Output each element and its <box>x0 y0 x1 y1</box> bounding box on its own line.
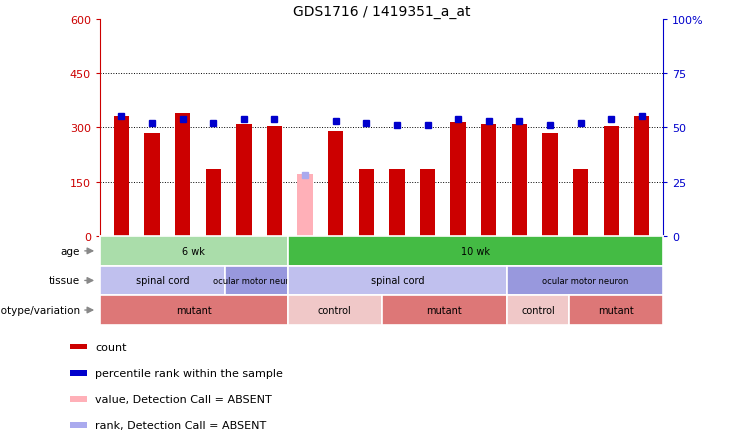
Text: age: age <box>61 247 80 256</box>
Text: mutant: mutant <box>176 306 212 315</box>
Text: mutant: mutant <box>426 306 462 315</box>
Bar <box>389 170 405 237</box>
FancyBboxPatch shape <box>70 396 87 402</box>
Bar <box>328 132 343 237</box>
Bar <box>420 170 435 237</box>
Text: 6 wk: 6 wk <box>182 247 205 256</box>
Bar <box>297 175 313 237</box>
Text: spinal cord: spinal cord <box>370 276 424 286</box>
Bar <box>451 122 466 237</box>
Text: control: control <box>318 306 351 315</box>
Bar <box>144 134 160 237</box>
Text: tissue: tissue <box>49 276 80 286</box>
Bar <box>267 126 282 237</box>
Bar <box>359 170 374 237</box>
Bar <box>603 126 619 237</box>
Text: count: count <box>96 342 127 352</box>
Bar <box>175 114 190 237</box>
Bar <box>634 117 649 237</box>
Text: percentile rank within the sample: percentile rank within the sample <box>96 368 283 378</box>
Bar <box>573 170 588 237</box>
Bar <box>542 134 558 237</box>
Text: ocular motor neuron: ocular motor neuron <box>542 276 628 285</box>
Text: control: control <box>521 306 555 315</box>
Text: ocular motor neuron: ocular motor neuron <box>213 276 299 285</box>
Title: GDS1716 / 1419351_a_at: GDS1716 / 1419351_a_at <box>293 4 471 19</box>
FancyBboxPatch shape <box>70 422 87 428</box>
Text: value, Detection Call = ABSENT: value, Detection Call = ABSENT <box>96 394 272 404</box>
Bar <box>512 125 527 237</box>
Text: 10 wk: 10 wk <box>461 247 490 256</box>
FancyBboxPatch shape <box>70 344 87 350</box>
Text: spinal cord: spinal cord <box>136 276 190 286</box>
Bar <box>206 170 221 237</box>
Text: genotype/variation: genotype/variation <box>0 306 80 315</box>
Bar <box>114 117 129 237</box>
Text: rank, Detection Call = ABSENT: rank, Detection Call = ABSENT <box>96 420 267 430</box>
Bar <box>481 125 496 237</box>
Text: mutant: mutant <box>599 306 634 315</box>
Bar <box>236 125 251 237</box>
FancyBboxPatch shape <box>70 370 87 376</box>
